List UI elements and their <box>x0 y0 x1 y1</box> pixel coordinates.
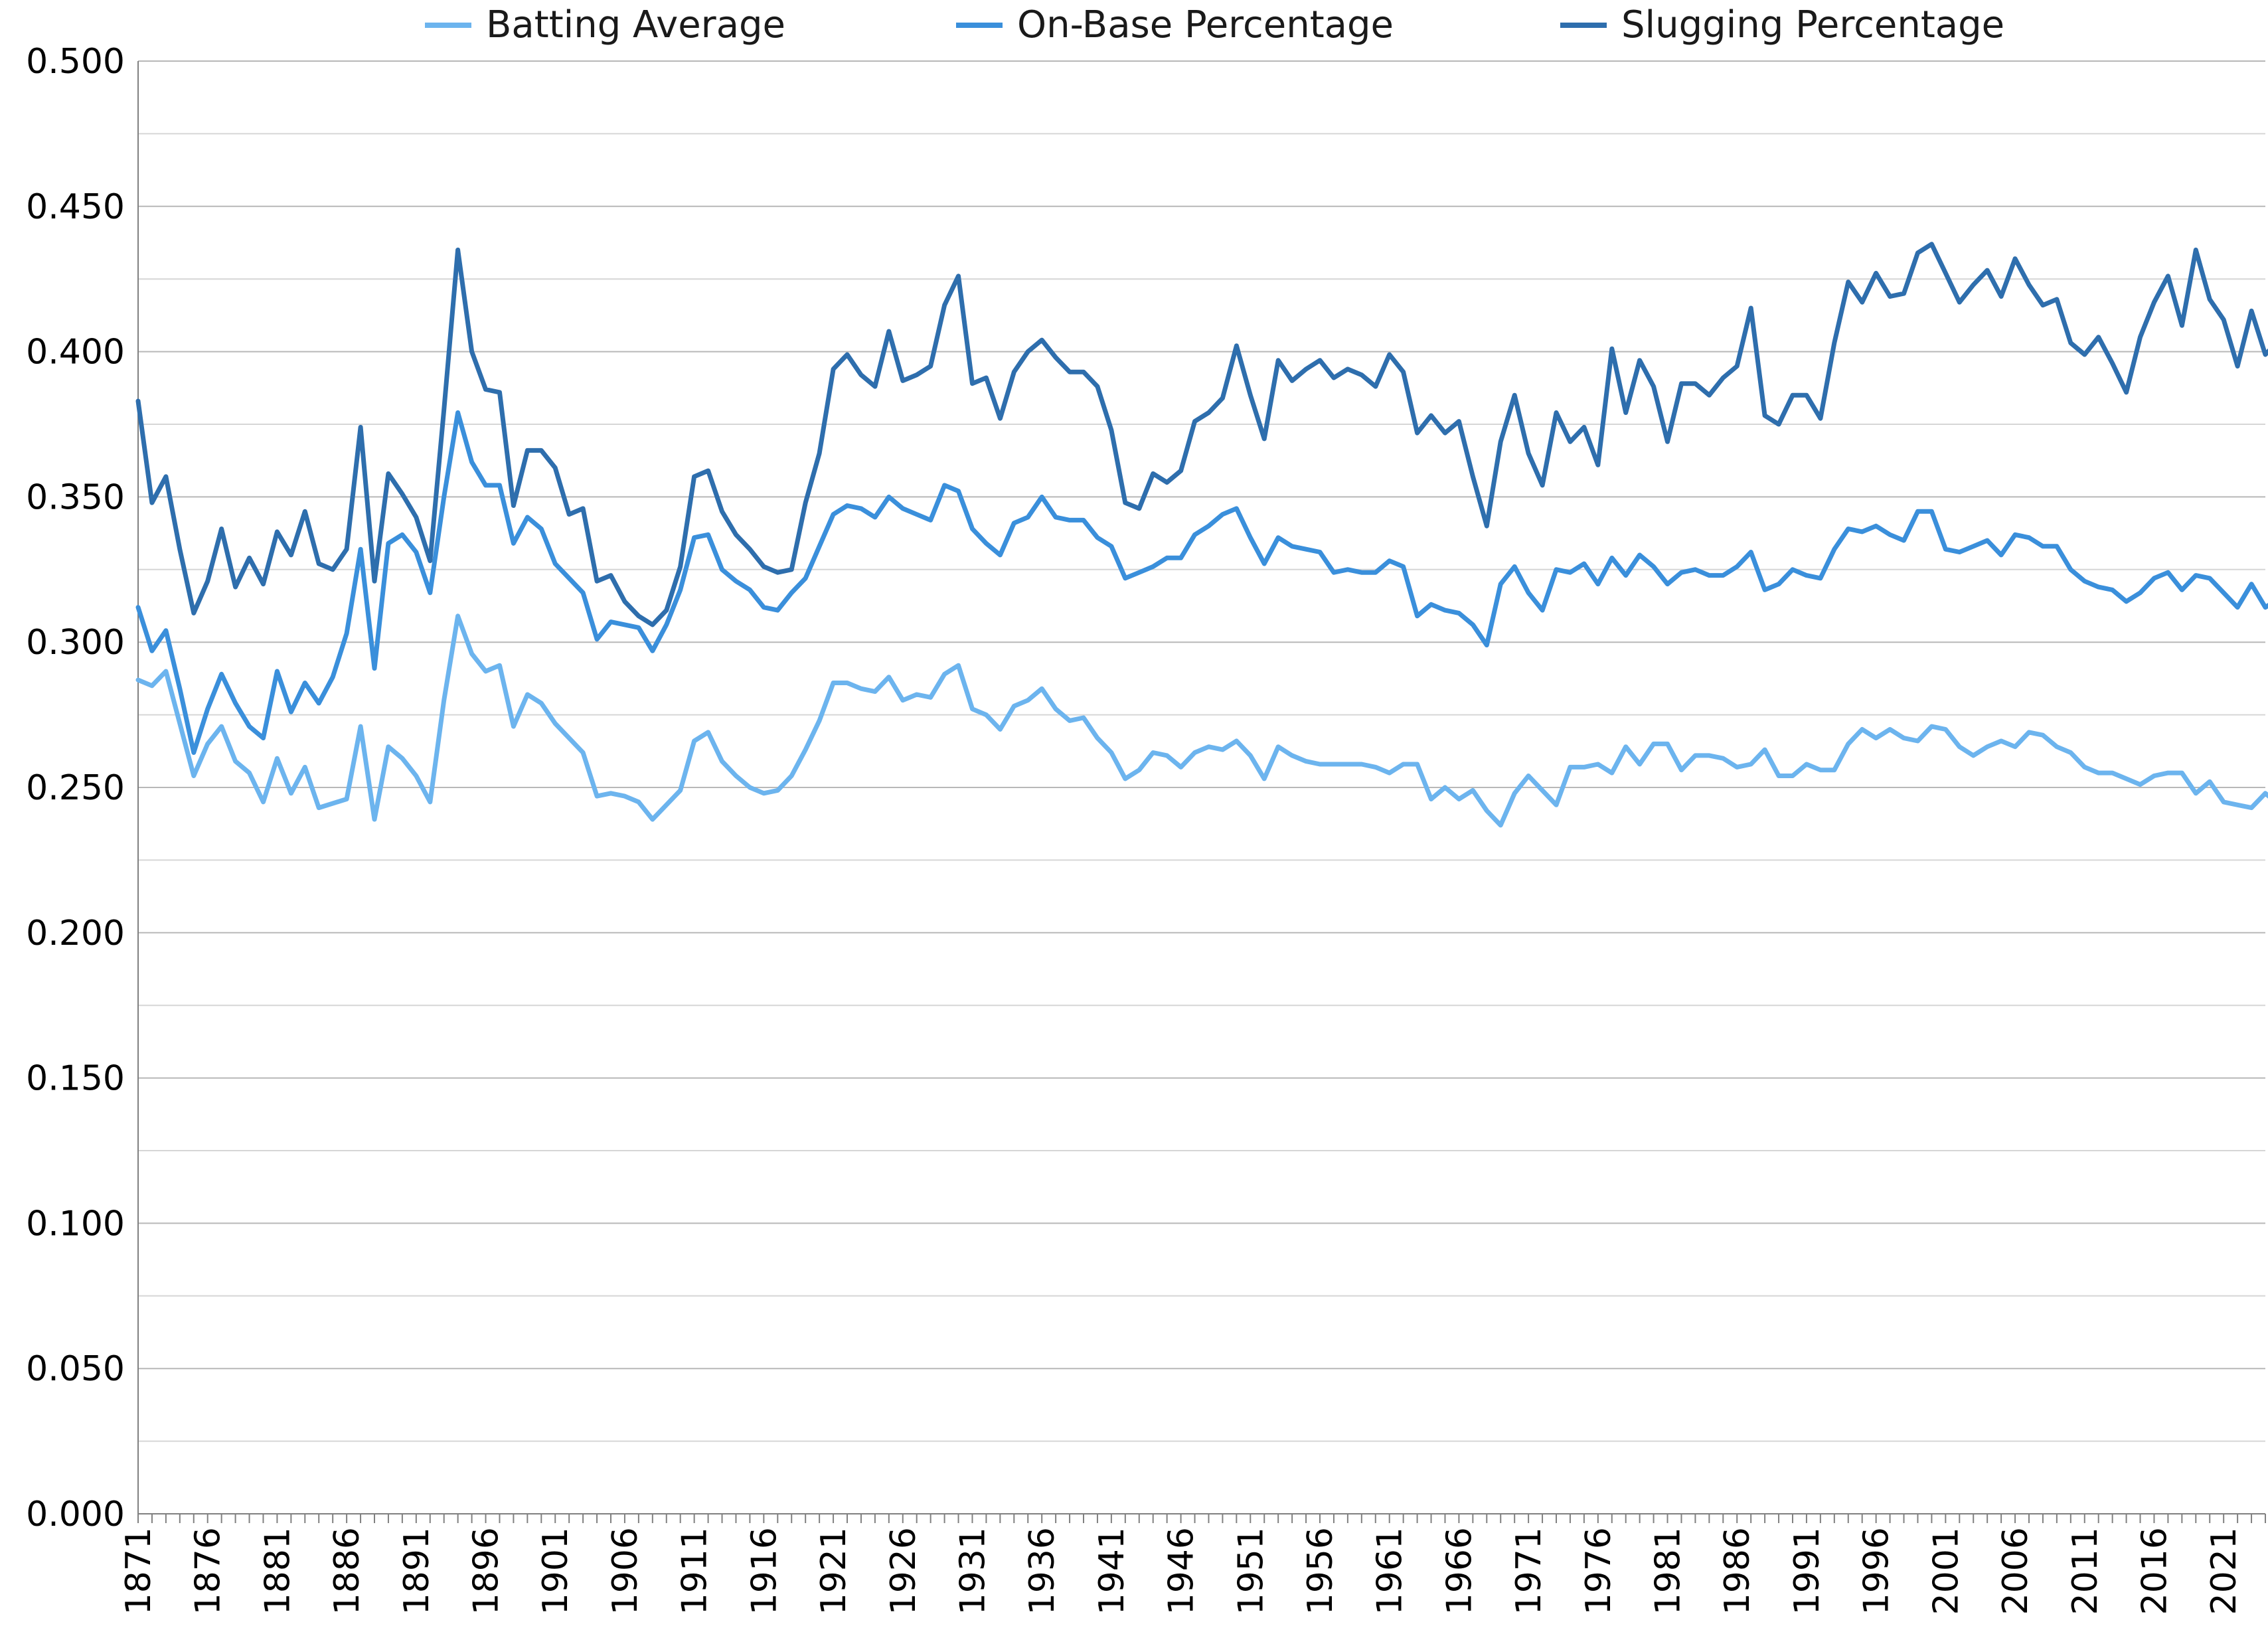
x-tick-label: 2011 <box>2066 1527 2105 1615</box>
y-tick-label: 0.500 <box>26 42 125 82</box>
x-tick-label: 1996 <box>1857 1527 1897 1615</box>
y-tick-label: 0.000 <box>26 1495 125 1534</box>
x-tick-label: 2016 <box>2135 1527 2174 1615</box>
x-tick-label: 1941 <box>1092 1527 1132 1615</box>
x-tick-label: 1976 <box>1579 1527 1619 1615</box>
x-tick-label: 1911 <box>675 1527 715 1615</box>
x-tick-label: 1886 <box>327 1527 367 1615</box>
x-tick-label: 1896 <box>467 1527 507 1615</box>
y-tick-label: 0.200 <box>26 914 125 953</box>
x-tick-label: 1981 <box>1649 1527 1688 1615</box>
y-tick-label: 0.400 <box>26 333 125 372</box>
x-tick-label: 1971 <box>1509 1527 1549 1615</box>
series-line-1 <box>135 613 2268 828</box>
x-tick-label: 2006 <box>1996 1527 2036 1615</box>
y-tick-label: 0.300 <box>26 623 125 663</box>
x-tick-label: 1966 <box>1439 1527 1479 1615</box>
legend: Batting Average On-Base Percentage Sluggin… <box>425 3 2004 46</box>
x-tick-label: 1906 <box>606 1527 645 1615</box>
x-tick-label: 1936 <box>1022 1527 1062 1615</box>
x-tick-label: 1921 <box>814 1527 854 1615</box>
legend-label: On-Base Percentage <box>1017 3 1394 46</box>
axes <box>137 61 2266 1523</box>
x-tick-label: 1951 <box>1231 1527 1271 1615</box>
x-tick-label: 1876 <box>189 1527 228 1615</box>
x-tick-label: 1891 <box>397 1527 437 1615</box>
x-tick-label: 1946 <box>1162 1527 1202 1615</box>
x-tick-label: 1986 <box>1718 1527 1757 1615</box>
x-tick-label: 1871 <box>119 1527 159 1615</box>
x-tick-label: 1926 <box>884 1527 924 1615</box>
legend-label: Slugging Percentage <box>1621 3 2004 46</box>
series-line-2 <box>135 410 2268 755</box>
x-tick-label: 1901 <box>536 1527 576 1615</box>
x-tick-label: 1881 <box>258 1527 297 1615</box>
x-tick-label: 1931 <box>953 1527 993 1615</box>
legend-label: Batting Average <box>486 3 785 46</box>
y-axis-tick-labels: 0.000 0.050 0.100 0.150 0.200 0.250 0.300 0.350… <box>26 42 125 1534</box>
x-axis-tick-labels: 1871 1876 1881 1886 1891 1896 1901 1906 1911 1916… <box>119 1527 2244 1615</box>
x-tick-label: 2021 <box>2204 1527 2244 1615</box>
x-tick-label: 2001 <box>1926 1527 1966 1615</box>
y-tick-label: 0.100 <box>26 1204 125 1244</box>
x-tick-label: 1956 <box>1301 1527 1340 1615</box>
y-tick-label: 0.350 <box>26 477 125 517</box>
x-tick-label: 1916 <box>744 1527 784 1615</box>
y-tick-label: 0.050 <box>26 1349 125 1389</box>
series-lines <box>135 242 2268 828</box>
x-tick-label: 1991 <box>1787 1527 1827 1615</box>
gridlines <box>138 60 2265 1442</box>
y-tick-label: 0.450 <box>26 187 125 227</box>
x-tick-label: 1961 <box>1370 1527 1410 1615</box>
series-line-3 <box>135 242 2268 627</box>
y-tick-label: 0.250 <box>26 768 125 808</box>
y-tick-label: 0.150 <box>26 1059 125 1099</box>
